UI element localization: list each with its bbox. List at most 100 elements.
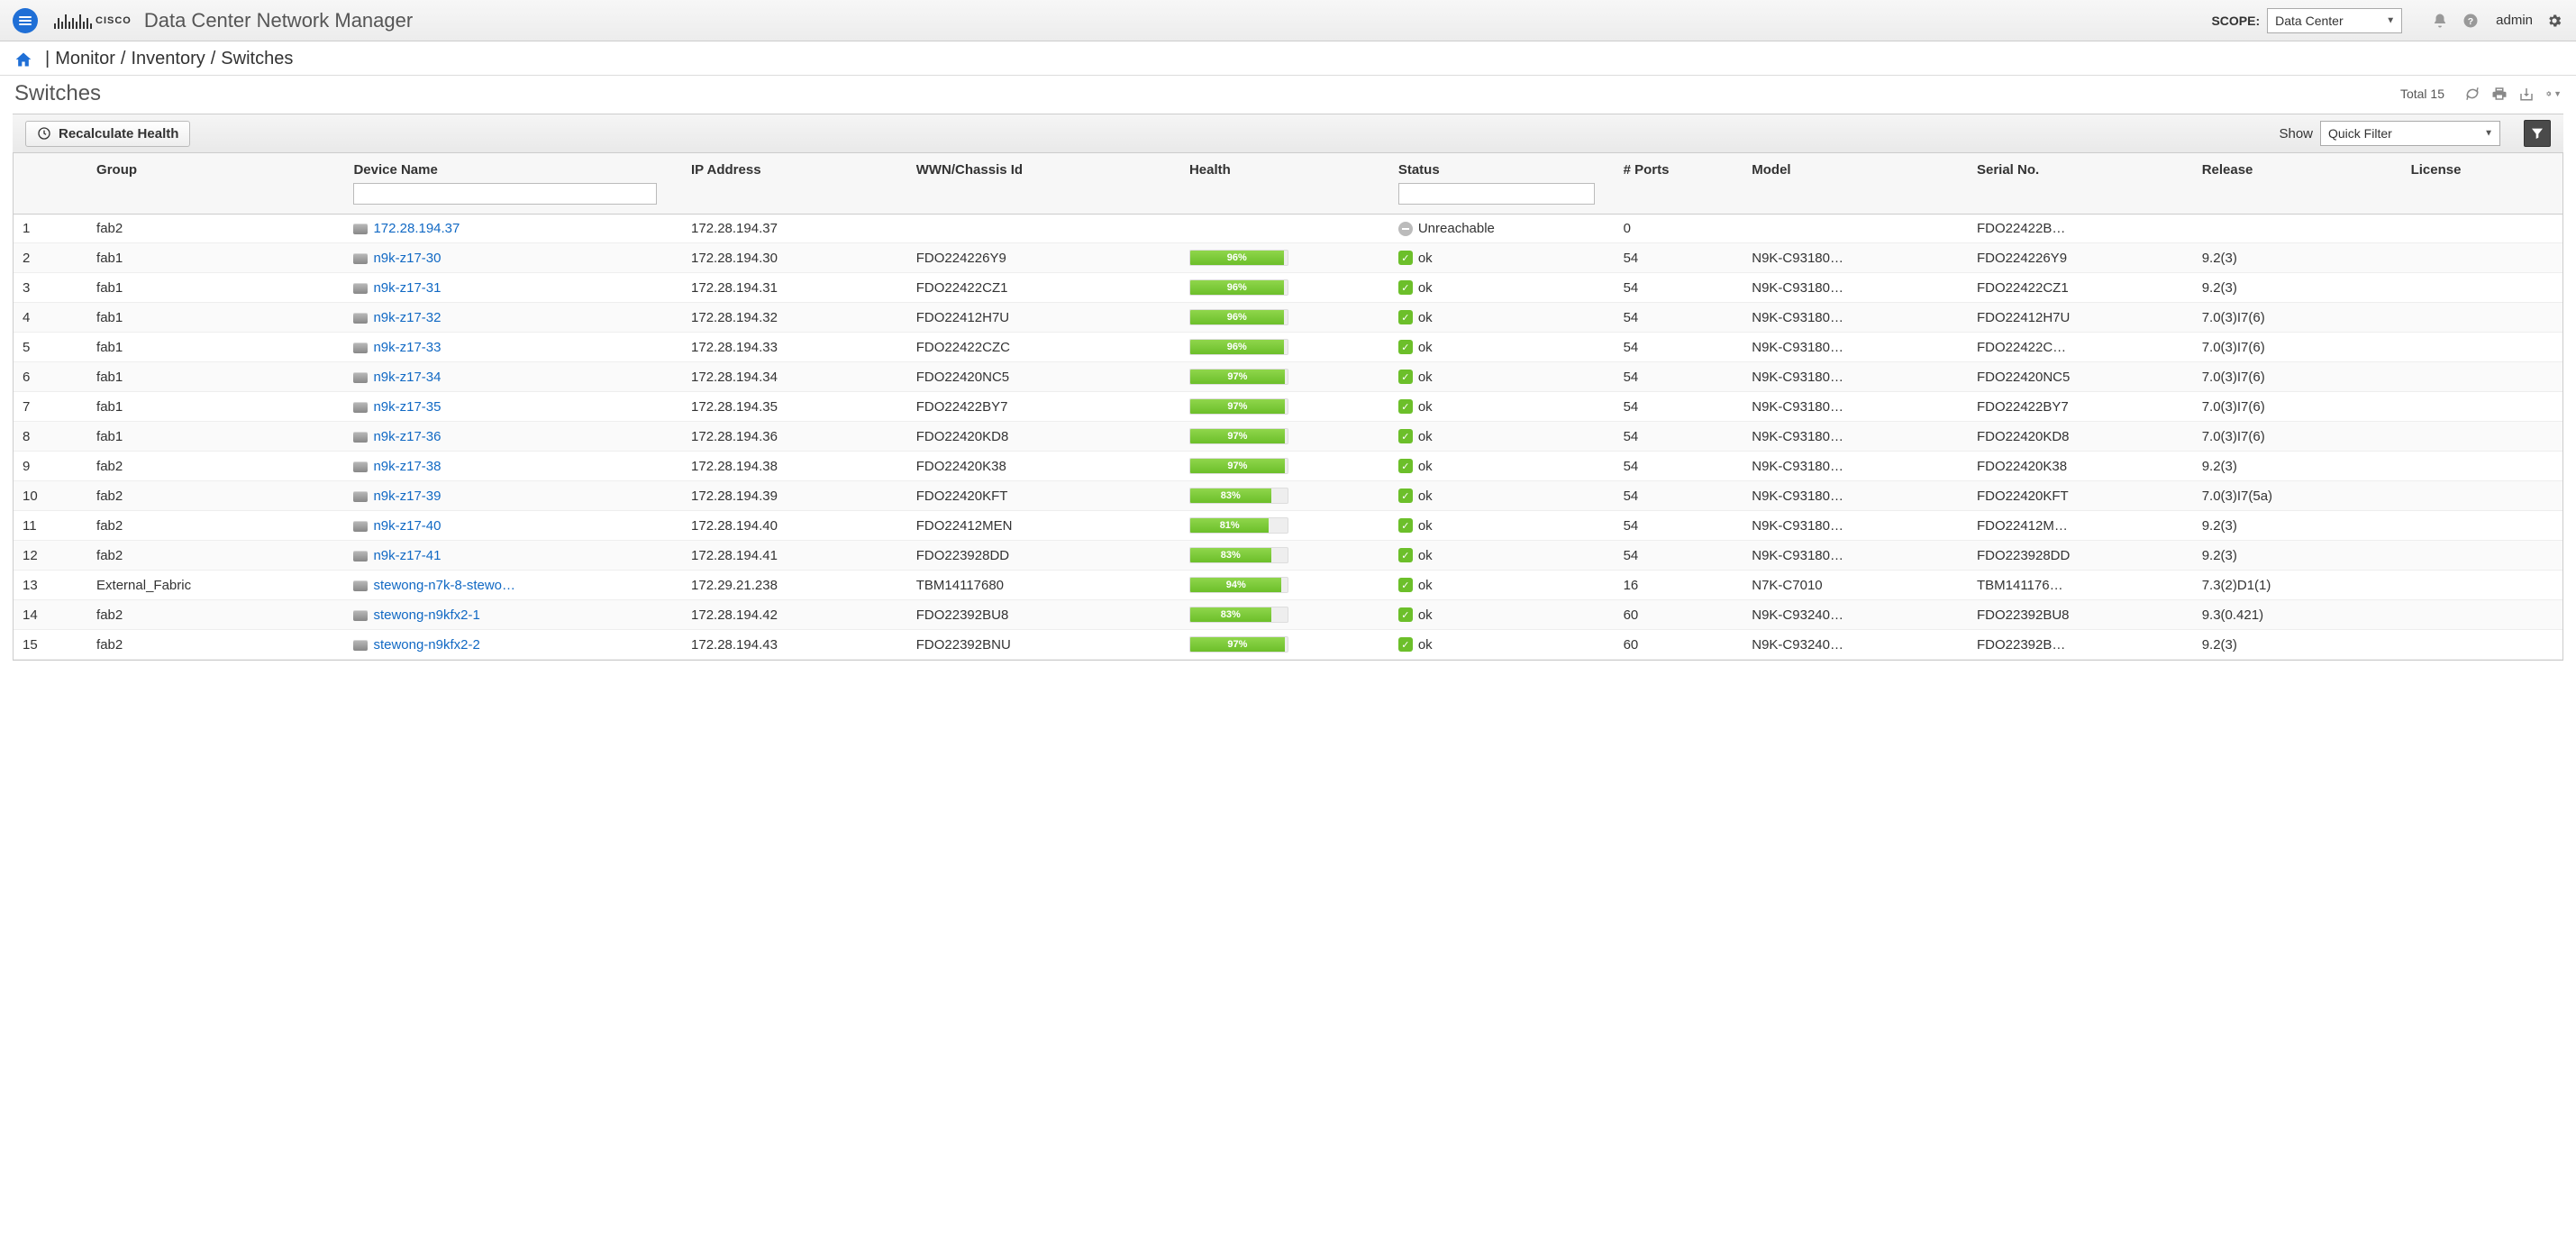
table-row[interactable]: 2fab1n9k-z17-30172.28.194.30FDO224226Y99… — [14, 243, 2562, 273]
status-cell: ✓ok — [1389, 571, 1615, 600]
recalc-icon — [37, 126, 51, 141]
row-index: 1 — [14, 215, 87, 243]
table-row[interactable]: 10fab2n9k-z17-39172.28.194.39FDO22420KFT… — [14, 481, 2562, 511]
table-row[interactable]: 14fab2stewong-n9kfx2-1172.28.194.42FDO22… — [14, 600, 2562, 630]
switch-icon — [353, 372, 368, 383]
device-link[interactable]: n9k-z17-41 — [373, 548, 441, 563]
column-header[interactable]: WWN/Chassis Id — [907, 153, 1180, 215]
column-header[interactable]: Model — [1743, 153, 1968, 215]
device-cell: n9k-z17-32 — [344, 303, 682, 333]
group-cell: fab1 — [87, 362, 344, 392]
column-header[interactable] — [14, 153, 87, 215]
device-link[interactable]: n9k-z17-31 — [373, 280, 441, 296]
table-row[interactable]: 13External_Fabricstewong-n7k-8-stewo…172… — [14, 571, 2562, 600]
filter-select[interactable]: Quick Filter — [2320, 121, 2500, 146]
device-link[interactable]: n9k-z17-32 — [373, 310, 441, 325]
license-cell — [2402, 452, 2562, 481]
status-cell: ✓ok — [1389, 452, 1615, 481]
column-filter-input[interactable] — [1398, 183, 1595, 205]
device-link[interactable]: n9k-z17-33 — [373, 340, 441, 355]
device-link[interactable]: n9k-z17-40 — [373, 518, 441, 534]
notifications-icon[interactable] — [2431, 12, 2449, 30]
print-icon[interactable] — [2491, 86, 2508, 102]
license-cell — [2402, 392, 2562, 422]
wwn-cell: FDO22412H7U — [907, 303, 1180, 333]
model-cell: N9K-C93180… — [1743, 481, 1968, 511]
health-cell: 97% — [1180, 422, 1389, 452]
status-ok-icon: ✓ — [1398, 310, 1413, 324]
ip-cell: 172.28.194.32 — [682, 303, 907, 333]
table-row[interactable]: 11fab2n9k-z17-40172.28.194.40FDO22412MEN… — [14, 511, 2562, 541]
column-header[interactable]: Group — [87, 153, 344, 215]
device-link[interactable]: stewong-n9kfx2-1 — [373, 607, 479, 623]
license-cell — [2402, 541, 2562, 571]
table-row[interactable]: 3fab1n9k-z17-31172.28.194.31FDO22422CZ19… — [14, 273, 2562, 303]
filter-button[interactable] — [2524, 120, 2551, 147]
column-header[interactable]: Release — [2193, 153, 2402, 215]
column-header[interactable]: IP Address — [682, 153, 907, 215]
model-cell: N9K-C93240… — [1743, 600, 1968, 630]
breadcrumb-item[interactable]: Monitor — [55, 49, 115, 69]
column-filter-input[interactable] — [353, 183, 657, 205]
column-header[interactable]: License — [2402, 153, 2562, 215]
license-cell — [2402, 273, 2562, 303]
device-link[interactable]: stewong-n9kfx2-2 — [373, 637, 479, 653]
table-row[interactable]: 5fab1n9k-z17-33172.28.194.33FDO22422CZC9… — [14, 333, 2562, 362]
device-link[interactable]: n9k-z17-34 — [373, 370, 441, 385]
column-header[interactable]: Status — [1389, 153, 1615, 215]
serial-cell: FDO22420KD8 — [1968, 422, 2193, 452]
column-header[interactable]: Serial No. — [1968, 153, 2193, 215]
device-link[interactable]: n9k-z17-39 — [373, 489, 441, 504]
wwn-cell: FDO22422BY7 — [907, 392, 1180, 422]
switch-icon — [353, 580, 368, 591]
group-cell: External_Fabric — [87, 571, 344, 600]
status-ok-icon: ✓ — [1398, 518, 1413, 533]
device-link[interactable]: stewong-n7k-8-stewo… — [373, 578, 515, 593]
column-header[interactable]: Health — [1180, 153, 1389, 215]
table-row[interactable]: 7fab1n9k-z17-35172.28.194.35FDO22422BY79… — [14, 392, 2562, 422]
status-cell: ✓ok — [1389, 630, 1615, 660]
column-header[interactable]: Device Name — [344, 153, 682, 215]
ip-cell: 172.28.194.31 — [682, 273, 907, 303]
export-icon[interactable] — [2518, 86, 2535, 102]
table-row[interactable]: 1fab2172.28.194.37172.28.194.37Unreachab… — [14, 215, 2562, 243]
table-row[interactable]: 8fab1n9k-z17-36172.28.194.36FDO22420KD89… — [14, 422, 2562, 452]
wwn-cell: FDO22420KD8 — [907, 422, 1180, 452]
settings-gear-icon[interactable] — [2545, 12, 2563, 30]
health-bar: 97% — [1189, 458, 1288, 474]
gear-dropdown-icon[interactable]: ▼ — [2545, 86, 2562, 102]
recalculate-health-button[interactable]: Recalculate Health — [25, 121, 190, 147]
cisco-bars-icon — [54, 13, 92, 29]
device-cell: n9k-z17-40 — [344, 511, 682, 541]
table-row[interactable]: 6fab1n9k-z17-34172.28.194.34FDO22420NC59… — [14, 362, 2562, 392]
wwn-cell: TBM14117680 — [907, 571, 1180, 600]
health-cell: 96% — [1180, 273, 1389, 303]
device-link[interactable]: n9k-z17-30 — [373, 251, 441, 266]
wwn-cell — [907, 215, 1180, 243]
table-row[interactable]: 12fab2n9k-z17-41172.28.194.41FDO223928DD… — [14, 541, 2562, 571]
help-icon[interactable]: ? — [2462, 12, 2480, 30]
table-row[interactable]: 9fab2n9k-z17-38172.28.194.38FDO22420K389… — [14, 452, 2562, 481]
table-row[interactable]: 4fab1n9k-z17-32172.28.194.32FDO22412H7U9… — [14, 303, 2562, 333]
device-cell: stewong-n7k-8-stewo… — [344, 571, 682, 600]
recalc-label: Recalculate Health — [59, 126, 178, 142]
device-link[interactable]: n9k-z17-36 — [373, 429, 441, 444]
device-link[interactable]: 172.28.194.37 — [373, 221, 460, 236]
license-cell — [2402, 333, 2562, 362]
ip-cell: 172.28.194.30 — [682, 243, 907, 273]
device-link[interactable]: n9k-z17-38 — [373, 459, 441, 474]
column-header[interactable]: # Ports — [1615, 153, 1743, 215]
table-row[interactable]: 15fab2stewong-n9kfx2-2172.28.194.43FDO22… — [14, 630, 2562, 660]
switch-icon — [353, 521, 368, 532]
device-link[interactable]: n9k-z17-35 — [373, 399, 441, 415]
breadcrumb-item[interactable]: Inventory — [131, 49, 205, 69]
refresh-icon[interactable] — [2464, 86, 2480, 102]
breadcrumb-item[interactable]: Switches — [221, 49, 293, 69]
menu-button[interactable] — [13, 8, 38, 33]
user-label[interactable]: admin — [2496, 13, 2533, 28]
scope-select[interactable]: Data Center — [2267, 8, 2402, 33]
home-icon[interactable] — [14, 50, 32, 68]
show-label: Show — [2279, 126, 2313, 142]
switch-icon — [353, 610, 368, 621]
row-index: 14 — [14, 600, 87, 630]
